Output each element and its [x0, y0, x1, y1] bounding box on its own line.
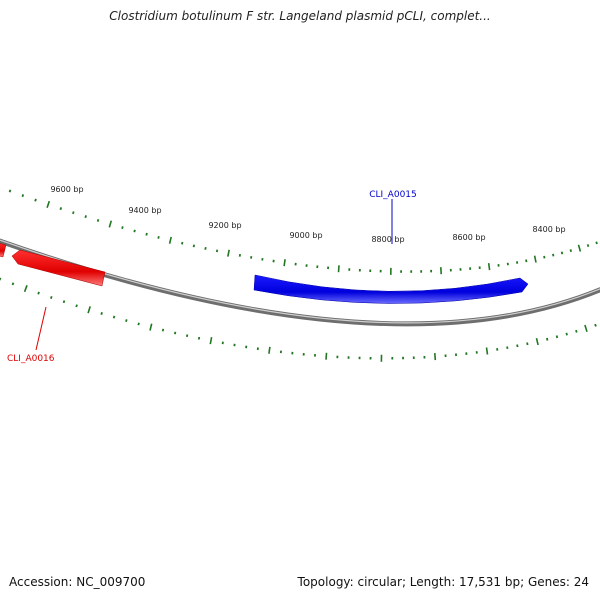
- inner-minor-tick: [100, 312, 103, 315]
- inner-major-tick: [149, 323, 153, 331]
- outer-major-tick: [108, 220, 113, 228]
- inner-minor-tick: [546, 337, 549, 341]
- inner-minor-tick: [185, 334, 189, 338]
- inner-minor-tick: [197, 336, 201, 340]
- outer-major-tick: [46, 200, 51, 208]
- outer-minor-tick: [204, 246, 207, 250]
- outer-minor-tick: [145, 232, 148, 236]
- outer-major-tick: [227, 249, 230, 257]
- outer-minor-tick: [560, 251, 564, 255]
- inner-minor-tick: [125, 319, 128, 323]
- outer-minor-tick: [8, 189, 12, 193]
- inner-minor-tick: [555, 335, 559, 339]
- inner-major-tick: [209, 337, 213, 345]
- outer-minor-tick: [181, 241, 184, 245]
- outer-minor-tick: [215, 249, 219, 253]
- inner-minor-tick: [173, 331, 177, 335]
- gene-cli-a0016-arrow[interactable]: [11, 249, 106, 287]
- gene-cli-a0016-label[interactable]: CLI_A0016: [7, 354, 55, 364]
- inner-major-tick: [535, 338, 539, 346]
- outer-tick-scale: [8, 189, 598, 275]
- outer-minor-tick: [569, 249, 572, 253]
- inner-major-tick: [87, 306, 91, 314]
- inner-minor-tick: [50, 296, 53, 299]
- outer-minor-tick: [552, 253, 555, 257]
- outer-major-tick: [337, 265, 340, 273]
- scale-label: 8800 bp: [371, 235, 404, 244]
- inner-minor-tick: [565, 332, 568, 336]
- outer-minor-tick: [525, 259, 528, 263]
- scale-label: 8600 bp: [452, 233, 485, 242]
- gene-cli-a0016-pointer: [35, 306, 47, 351]
- scale-label: 9600 bp: [50, 185, 83, 194]
- inner-minor-tick: [112, 315, 116, 319]
- inner-minor-tick: [37, 291, 40, 295]
- gene-cli-a0015-label[interactable]: CLI_A0015: [369, 190, 417, 200]
- inner-major-tick: [23, 285, 28, 293]
- outer-minor-tick: [34, 198, 37, 202]
- scale-label: 9400 bp: [128, 206, 161, 215]
- outer-major-tick: [168, 236, 172, 244]
- inner-minor-tick: [161, 328, 165, 332]
- outer-minor-tick: [133, 229, 136, 233]
- inner-major-tick: [325, 352, 328, 360]
- inner-major-tick: [268, 346, 271, 354]
- inner-major-tick: [434, 353, 437, 361]
- outer-minor-tick: [157, 235, 160, 239]
- outer-minor-tick: [192, 244, 196, 248]
- inner-minor-tick: [575, 329, 578, 333]
- inner-minor-tick: [62, 300, 66, 304]
- outer-minor-tick: [586, 244, 590, 248]
- outer-major-tick: [487, 262, 491, 271]
- outer-major-tick: [283, 259, 286, 267]
- outer-minor-tick: [21, 194, 25, 198]
- accession-text: Accession: NC_009700: [9, 575, 146, 589]
- inner-minor-tick: [75, 304, 78, 308]
- inner-major-tick: [584, 324, 588, 332]
- scale-label: 9000 bp: [289, 231, 322, 240]
- inner-minor-tick: [516, 344, 519, 348]
- scale-label: 9200 bp: [208, 221, 241, 230]
- outer-minor-tick: [72, 211, 75, 215]
- scale-labels: 9600 bp 9400 bp 9200 bp 9000 bp 8800 bp 8600 …: [50, 185, 565, 244]
- outer-minor-tick: [595, 241, 598, 245]
- inner-minor-tick: [137, 322, 140, 326]
- outer-minor-tick: [96, 218, 100, 222]
- map-title: Clostridium botulinum F str. Langeland p…: [109, 9, 491, 23]
- inner-minor-tick: [594, 323, 597, 327]
- gene-cli-a0015-arrow[interactable]: [253, 274, 529, 304]
- scale-label: 8400 bp: [532, 225, 565, 234]
- outer-major-tick: [533, 255, 537, 263]
- inner-major-tick: [485, 347, 489, 355]
- outer-minor-tick: [543, 255, 546, 259]
- outer-major-tick: [577, 244, 582, 252]
- topology-summary: Topology: circular; Length: 17,531 bp; G…: [297, 575, 589, 589]
- outer-minor-tick: [59, 207, 63, 211]
- inner-minor-tick: [526, 342, 529, 346]
- inner-minor-tick: [11, 282, 15, 286]
- inner-tick-scale: [0, 277, 597, 362]
- outer-minor-tick: [84, 215, 87, 219]
- gene-partial-red-arrow[interactable]: [0, 242, 7, 258]
- outer-minor-tick: [121, 226, 124, 230]
